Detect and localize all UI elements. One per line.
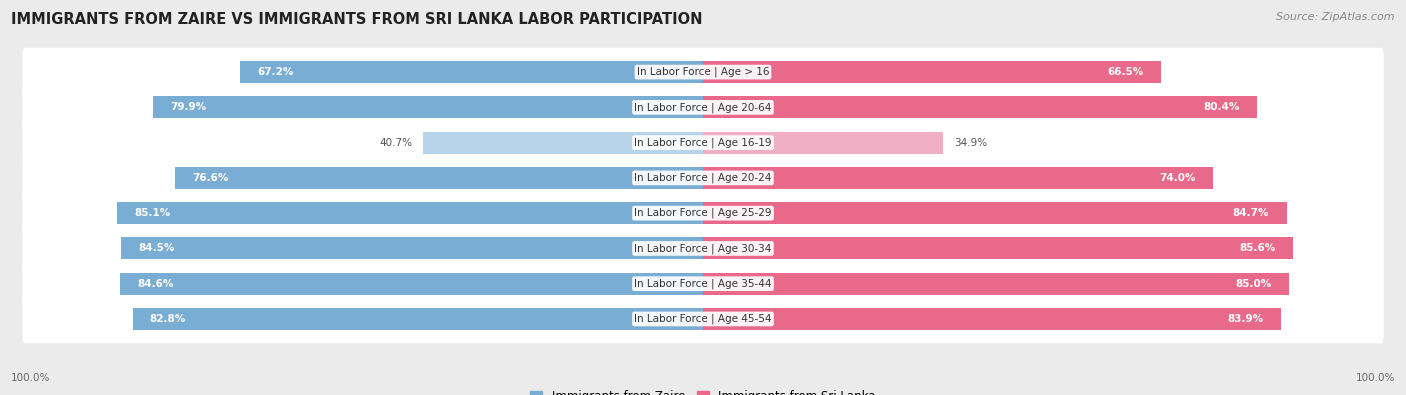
Bar [423,132,703,154]
FancyBboxPatch shape [22,118,1384,167]
Text: 85.0%: 85.0% [1234,279,1271,289]
Bar [703,96,1257,118]
Text: 40.7%: 40.7% [380,137,412,148]
Text: 85.1%: 85.1% [134,208,170,218]
Bar [120,273,703,295]
Text: 84.7%: 84.7% [1233,208,1270,218]
Text: IMMIGRANTS FROM ZAIRE VS IMMIGRANTS FROM SRI LANKA LABOR PARTICIPATION: IMMIGRANTS FROM ZAIRE VS IMMIGRANTS FROM… [11,12,703,27]
Bar [703,132,943,154]
Text: 85.6%: 85.6% [1239,243,1275,254]
Bar [703,61,1161,83]
Text: 66.5%: 66.5% [1108,67,1144,77]
Bar [117,202,703,224]
Text: 67.2%: 67.2% [257,67,294,77]
Text: 83.9%: 83.9% [1227,314,1264,324]
Bar [240,61,703,83]
Legend: Immigrants from Zaire, Immigrants from Sri Lanka: Immigrants from Zaire, Immigrants from S… [530,390,876,395]
Text: 100.0%: 100.0% [1355,373,1395,383]
Text: 34.9%: 34.9% [953,137,987,148]
FancyBboxPatch shape [22,295,1384,343]
Bar [176,167,703,189]
FancyBboxPatch shape [22,260,1384,308]
Bar [703,237,1292,260]
Text: 79.9%: 79.9% [170,102,205,112]
FancyBboxPatch shape [22,224,1384,273]
Text: 84.5%: 84.5% [138,243,174,254]
Bar [703,167,1213,189]
Text: In Labor Force | Age 25-29: In Labor Force | Age 25-29 [634,208,772,218]
Bar [703,202,1286,224]
Text: 100.0%: 100.0% [11,373,51,383]
Bar [703,308,1281,330]
Text: In Labor Force | Age 20-64: In Labor Force | Age 20-64 [634,102,772,113]
Text: In Labor Force | Age 45-54: In Labor Force | Age 45-54 [634,314,772,324]
Bar [121,237,703,260]
FancyBboxPatch shape [22,83,1384,132]
Bar [152,96,703,118]
Bar [703,273,1289,295]
Text: In Labor Force | Age > 16: In Labor Force | Age > 16 [637,67,769,77]
Text: 76.6%: 76.6% [193,173,229,183]
FancyBboxPatch shape [22,154,1384,202]
Text: 80.4%: 80.4% [1204,102,1240,112]
Text: Source: ZipAtlas.com: Source: ZipAtlas.com [1277,12,1395,22]
Text: 82.8%: 82.8% [150,314,186,324]
Text: 74.0%: 74.0% [1159,173,1195,183]
Text: In Labor Force | Age 35-44: In Labor Force | Age 35-44 [634,278,772,289]
Text: 84.6%: 84.6% [138,279,174,289]
Text: In Labor Force | Age 30-34: In Labor Force | Age 30-34 [634,243,772,254]
Text: In Labor Force | Age 20-24: In Labor Force | Age 20-24 [634,173,772,183]
Text: In Labor Force | Age 16-19: In Labor Force | Age 16-19 [634,137,772,148]
Bar [132,308,703,330]
FancyBboxPatch shape [22,189,1384,237]
FancyBboxPatch shape [22,48,1384,96]
